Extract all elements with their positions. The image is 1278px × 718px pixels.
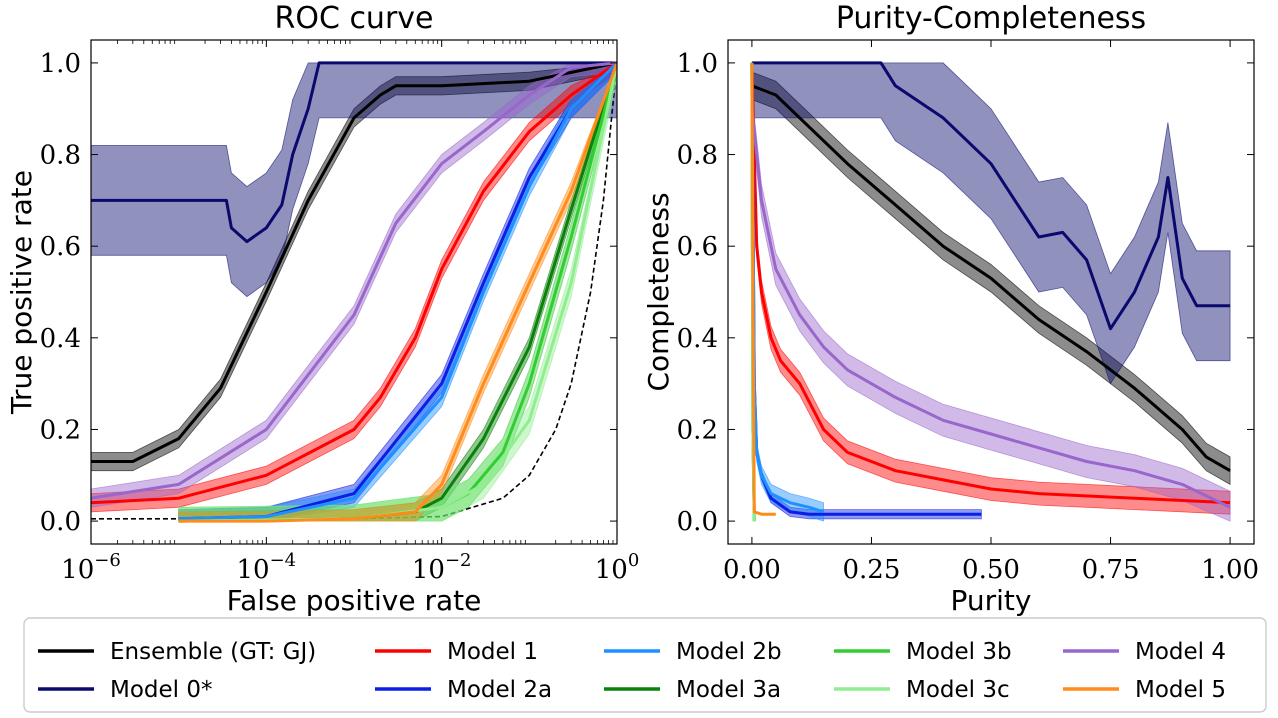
line-model-4 <box>750 108 1231 509</box>
legend-label-model-2b: Model 2b <box>676 639 782 665</box>
y-tick-label: 0.4 <box>677 324 718 354</box>
y-tick-label: 0.8 <box>677 141 718 171</box>
x-tick-label: 0.75 <box>1082 555 1140 585</box>
x-tick-label: 1.00 <box>1201 555 1259 585</box>
legend-label-model-5: Model 5 <box>1135 677 1226 703</box>
x-tick-label: 0.00 <box>723 555 781 585</box>
line-model-5 <box>750 62 776 516</box>
x-tick-label: 10−4 <box>237 550 297 585</box>
legend-label-model-3b: Model 3b <box>906 639 1012 665</box>
legend-label-model-4: Model 4 <box>1135 639 1226 665</box>
line-model-5 <box>178 62 617 523</box>
x-tick-label: 0.50 <box>962 555 1020 585</box>
legend-label-ensemble-gt-gj: Ensemble (GT: GJ) <box>110 639 316 665</box>
band-model-4 <box>91 62 617 508</box>
band-model-1 <box>91 62 617 513</box>
legend-label-model-3c: Model 3c <box>906 677 1010 703</box>
x-axis-label: False positive rate <box>227 584 482 617</box>
y-axis-label: Completeness <box>642 192 675 391</box>
purity-completeness-chart: 0.0 0.2 0.4 0.6 0.8 1.0 0.00 0.25 0.50 0.75 1.00 Pu… <box>642 1 1259 617</box>
axes-frame <box>90 39 618 545</box>
line-ensemble-gt-gj <box>751 84 1231 472</box>
line-model-0 <box>751 61 1231 331</box>
x-axis-label: Purity <box>951 584 1032 617</box>
y-tick-label: 0.0 <box>40 507 81 537</box>
legend-label-model-2a: Model 2a <box>447 677 552 703</box>
band-model-0 <box>751 62 1231 385</box>
legend-label-model-1: Model 1 <box>447 639 538 665</box>
y-tick-label: 0.6 <box>677 232 718 262</box>
plot-area <box>91 61 617 523</box>
line-model-0 <box>91 61 617 244</box>
y-tick-label: 0.2 <box>40 415 81 445</box>
roc-chart: 0.0 0.2 0.4 0.6 0.8 1.0 10−6 10−4 10−2 100 ROC cur… <box>5 1 639 617</box>
y-tick-label: 0.4 <box>40 324 81 354</box>
legend-label-model-0: Model 0* <box>110 677 213 703</box>
line-model-1 <box>91 61 617 505</box>
x-tick-label: 0.25 <box>843 555 901 585</box>
chart-title: ROC curve <box>275 1 434 36</box>
chart-title: Purity-Completeness <box>836 1 1146 36</box>
y-tick-label: 1.0 <box>677 49 718 79</box>
y-tick-label: 0.0 <box>677 507 718 537</box>
x-tick-label: 10−2 <box>412 550 472 585</box>
band-model-0 <box>91 62 617 298</box>
y-tick-label: 0.8 <box>40 141 81 171</box>
line-model-1 <box>750 62 1231 505</box>
y-tick-label: 1.0 <box>40 49 81 79</box>
y-tick-label: 0.2 <box>677 415 718 445</box>
legend-label-model-3a: Model 3a <box>676 677 781 703</box>
plot-area <box>750 61 1231 522</box>
line-model-4 <box>91 61 617 500</box>
x-tick-label: 100 <box>595 550 640 585</box>
x-tick-label: 10−6 <box>61 550 121 585</box>
line-model-2b <box>178 61 617 521</box>
y-axis-label: True positive rate <box>5 170 38 415</box>
legend: Ensemble (GT: GJ) Model 0* Model 1 Model 2a… <box>23 617 1267 713</box>
legend-frame <box>23 617 1267 713</box>
line-ensemble-gt-gj <box>91 61 617 463</box>
band-model-5 <box>178 62 617 522</box>
y-tick-label: 0.6 <box>40 232 81 262</box>
